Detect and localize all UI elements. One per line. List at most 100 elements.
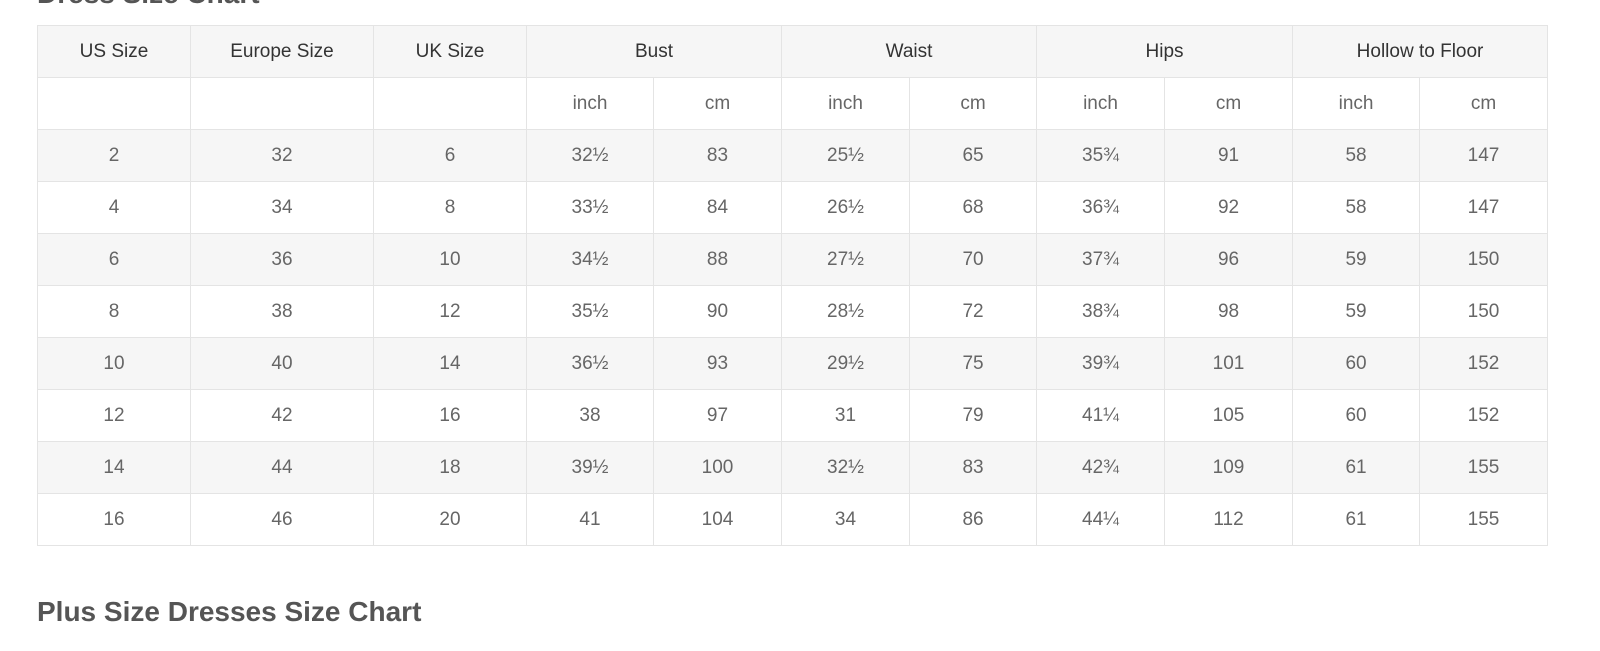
table-cell: inch [781, 77, 910, 130]
table-cell: 152 [1419, 337, 1549, 390]
table-cell: 65 [908, 129, 1038, 182]
table-cell: 2 [37, 129, 191, 182]
table-cell: 38 [190, 285, 374, 338]
header-us-size: US Size [37, 25, 191, 78]
table-cell: cm [653, 77, 782, 130]
table-cell: 90 [653, 285, 782, 338]
table-cell: 150 [1419, 285, 1549, 338]
table-cell: 100 [653, 441, 782, 494]
table-cell: 39¾ [1036, 337, 1166, 390]
plus-size-title: Plus Size Dresses Size Chart [37, 596, 422, 627]
table-cell: 14 [373, 337, 527, 390]
table-cell: 155 [1419, 493, 1549, 546]
table-cell: 34 [190, 181, 374, 234]
header-hollow-to-floor: Hollow to Floor [1292, 25, 1549, 78]
table-row: 2 32 6 32½ 83 25½ 65 35¾ 91 58 147 [37, 129, 1549, 182]
table-cell: 58 [1292, 181, 1421, 234]
table-cell: 39½ [526, 441, 654, 494]
table-cell: 60 [1292, 337, 1421, 390]
table-cell: 83 [908, 441, 1038, 494]
table-cell: 92 [1164, 181, 1294, 234]
table-cell: 86 [908, 493, 1038, 546]
table-row: 14 44 18 39½ 100 32½ 83 42¾ 109 61 155 [37, 441, 1549, 494]
table-cell: 35¾ [1036, 129, 1166, 182]
table-cell: 32 [190, 129, 374, 182]
table-cell: 12 [37, 389, 191, 442]
table-cell: inch [1292, 77, 1421, 130]
table-cell: 150 [1419, 233, 1549, 286]
table-cell: inch [526, 77, 654, 130]
table-cell: 152 [1419, 389, 1549, 442]
table-cell: 33½ [526, 181, 654, 234]
table-cell: 84 [653, 181, 782, 234]
table-cell: 16 [37, 493, 191, 546]
table-cell: 58 [1292, 129, 1421, 182]
table-cell: 75 [908, 337, 1038, 390]
table-cell: 72 [908, 285, 1038, 338]
table-row: 16 46 20 41 104 34 86 44¼ 112 61 155 [37, 493, 1549, 546]
units-row: inch cm inch cm inch cm inch cm [37, 77, 1549, 130]
table-cell: 10 [37, 337, 191, 390]
table-cell: 10 [373, 233, 527, 286]
table-cell: 44 [190, 441, 374, 494]
table-cell: 14 [37, 441, 191, 494]
table-cell: cm [1419, 77, 1549, 130]
table-cell: 61 [1292, 493, 1421, 546]
table-cell: 35½ [526, 285, 654, 338]
table-cell: 36½ [526, 337, 654, 390]
table-cell: 42 [190, 389, 374, 442]
table-cell: 59 [1292, 233, 1421, 286]
table-cell [190, 77, 374, 130]
table-cell: 98 [1164, 285, 1294, 338]
table-cell [373, 77, 527, 130]
header-hips: Hips [1036, 25, 1294, 78]
table-cell: 6 [373, 129, 527, 182]
table-cell: 147 [1419, 181, 1549, 234]
table-cell: 38 [526, 389, 654, 442]
table-cell: 101 [1164, 337, 1294, 390]
table-cell: 61 [1292, 441, 1421, 494]
table-cell: 6 [37, 233, 191, 286]
table-cell: 104 [653, 493, 782, 546]
table-cell: 68 [908, 181, 1038, 234]
table-cell: 109 [1164, 441, 1294, 494]
table-cell: 18 [373, 441, 527, 494]
table-cell: 96 [1164, 233, 1294, 286]
table-cell: 16 [373, 389, 527, 442]
table-cell: 31 [781, 389, 910, 442]
header-bust: Bust [526, 25, 782, 78]
table-cell: 28½ [781, 285, 910, 338]
table-cell: 27½ [781, 233, 910, 286]
table-row: 12 42 16 38 97 31 79 41¼ 105 60 152 [37, 389, 1549, 442]
table-cell: 59 [1292, 285, 1421, 338]
table-cell [37, 77, 191, 130]
table-cell: 36¾ [1036, 181, 1166, 234]
table-row: 4 34 8 33½ 84 26½ 68 36¾ 92 58 147 [37, 181, 1549, 234]
table-cell: 40 [190, 337, 374, 390]
table-cell: 8 [373, 181, 527, 234]
table-cell: 34½ [526, 233, 654, 286]
table-cell: 29½ [781, 337, 910, 390]
table-cell: 41 [526, 493, 654, 546]
table-cell: 4 [37, 181, 191, 234]
table-cell: 44¼ [1036, 493, 1166, 546]
page-title: Dress Size Chart [37, 0, 260, 10]
table-row: 10 40 14 36½ 93 29½ 75 39¾ 101 60 152 [37, 337, 1549, 390]
table-row: 6 36 10 34½ 88 27½ 70 37¾ 96 59 150 [37, 233, 1549, 286]
table-cell: 105 [1164, 389, 1294, 442]
table-cell: 37¾ [1036, 233, 1166, 286]
table-cell: 32½ [526, 129, 654, 182]
table-cell: 8 [37, 285, 191, 338]
header-uk-size: UK Size [373, 25, 527, 78]
table-cell: 41¼ [1036, 389, 1166, 442]
table-cell: 70 [908, 233, 1038, 286]
header-europe-size: Europe Size [190, 25, 374, 78]
table-cell: 34 [781, 493, 910, 546]
table-cell: 79 [908, 389, 1038, 442]
table-cell: 83 [653, 129, 782, 182]
table-cell: cm [908, 77, 1038, 130]
table-cell: 20 [373, 493, 527, 546]
table-cell: 88 [653, 233, 782, 286]
table-cell: 46 [190, 493, 374, 546]
table-cell: cm [1164, 77, 1294, 130]
